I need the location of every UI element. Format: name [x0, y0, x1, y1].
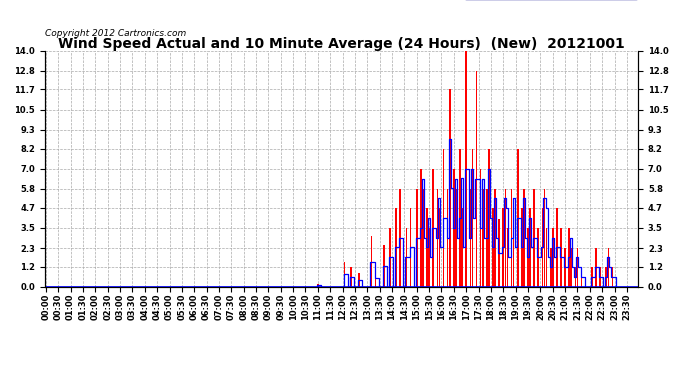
- Bar: [426, 208, 428, 287]
- Bar: [480, 169, 482, 287]
- Bar: [527, 228, 529, 287]
- Bar: [416, 189, 417, 287]
- Bar: [611, 267, 613, 287]
- Bar: [560, 228, 562, 287]
- Bar: [504, 189, 506, 287]
- Bar: [513, 208, 515, 287]
- Bar: [455, 189, 457, 287]
- Bar: [482, 189, 484, 287]
- Bar: [344, 262, 346, 287]
- Bar: [571, 248, 572, 287]
- Bar: [383, 245, 384, 287]
- Text: Copyright 2012 Cartronics.com: Copyright 2012 Cartronics.com: [45, 28, 186, 38]
- Bar: [469, 189, 471, 287]
- Bar: [371, 236, 372, 287]
- Bar: [317, 284, 319, 287]
- Bar: [569, 228, 570, 287]
- Bar: [575, 267, 576, 287]
- Bar: [461, 208, 463, 287]
- Bar: [400, 189, 401, 287]
- Bar: [492, 208, 494, 287]
- Bar: [506, 228, 509, 287]
- Bar: [556, 208, 558, 287]
- Bar: [552, 228, 553, 287]
- Bar: [606, 267, 607, 287]
- Bar: [542, 208, 543, 287]
- Bar: [389, 228, 391, 287]
- Bar: [546, 228, 547, 287]
- Bar: [523, 189, 524, 287]
- Bar: [564, 248, 566, 287]
- Bar: [433, 169, 434, 287]
- Bar: [395, 208, 397, 287]
- Bar: [591, 267, 593, 287]
- Bar: [437, 189, 438, 287]
- Bar: [544, 189, 545, 287]
- Bar: [511, 189, 513, 287]
- Bar: [600, 267, 601, 287]
- Bar: [428, 228, 430, 287]
- Bar: [608, 248, 609, 287]
- Bar: [533, 189, 535, 287]
- Bar: [406, 228, 407, 287]
- Bar: [358, 273, 360, 287]
- Bar: [449, 90, 451, 287]
- Bar: [410, 208, 411, 287]
- Bar: [529, 208, 531, 287]
- Bar: [460, 148, 461, 287]
- Bar: [550, 248, 551, 287]
- Bar: [422, 189, 424, 287]
- Bar: [439, 208, 440, 287]
- Bar: [465, 51, 467, 287]
- Bar: [538, 228, 539, 287]
- Bar: [486, 189, 488, 287]
- Bar: [502, 208, 504, 287]
- Bar: [498, 219, 500, 287]
- Bar: [581, 267, 582, 287]
- Bar: [453, 169, 455, 287]
- Bar: [475, 71, 477, 287]
- Bar: [443, 148, 444, 287]
- Bar: [350, 267, 352, 287]
- Bar: [494, 189, 496, 287]
- Title: Wind Speed Actual and 10 Minute Average (24 Hours)  (New)  20121001: Wind Speed Actual and 10 Minute Average …: [58, 37, 625, 51]
- Bar: [375, 270, 376, 287]
- Bar: [517, 148, 519, 287]
- Bar: [471, 148, 473, 287]
- Bar: [420, 169, 422, 287]
- Bar: [577, 248, 578, 287]
- Bar: [447, 189, 448, 287]
- Bar: [488, 148, 490, 287]
- Bar: [521, 208, 522, 287]
- Bar: [595, 248, 597, 287]
